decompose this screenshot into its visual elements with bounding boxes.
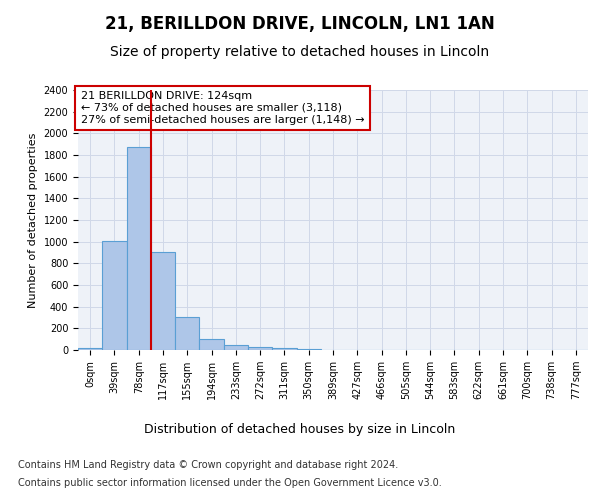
Bar [199, 338, 224, 350]
Bar [127, 148, 151, 350]
Text: Size of property relative to detached houses in Lincoln: Size of property relative to detached ho… [110, 45, 490, 59]
Bar [102, 241, 127, 350]
Text: 21, BERILLDON DRIVE, LINCOLN, LN1 1AN: 21, BERILLDON DRIVE, LINCOLN, LN1 1AN [105, 15, 495, 33]
Bar [151, 252, 175, 350]
Bar [248, 346, 272, 350]
Bar [272, 348, 296, 350]
Text: Contains public sector information licensed under the Open Government Licence v3: Contains public sector information licen… [18, 478, 442, 488]
Y-axis label: Number of detached properties: Number of detached properties [28, 132, 38, 308]
Text: Distribution of detached houses by size in Lincoln: Distribution of detached houses by size … [145, 422, 455, 436]
Text: 21 BERILLDON DRIVE: 124sqm
← 73% of detached houses are smaller (3,118)
27% of s: 21 BERILLDON DRIVE: 124sqm ← 73% of deta… [80, 92, 364, 124]
Bar [296, 349, 321, 350]
Bar [224, 344, 248, 350]
Bar [175, 317, 199, 350]
Text: Contains HM Land Registry data © Crown copyright and database right 2024.: Contains HM Land Registry data © Crown c… [18, 460, 398, 470]
Bar [78, 348, 102, 350]
